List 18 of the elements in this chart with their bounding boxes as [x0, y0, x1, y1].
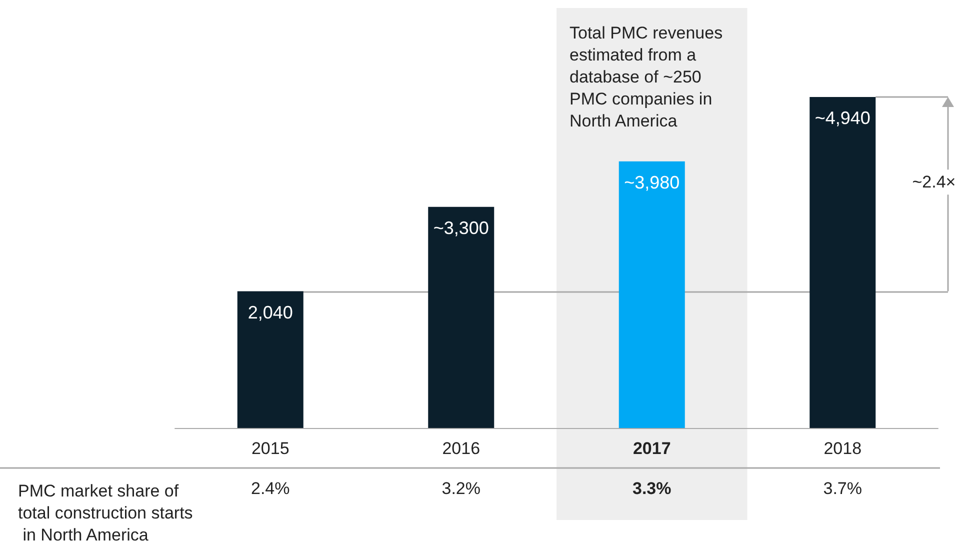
annotation: ~2.4× [912, 172, 956, 192]
data-label: ~3,300 [433, 218, 489, 238]
data-label: ~4,940 [814, 108, 870, 128]
text: 2.4% [251, 479, 290, 498]
text: 3.3% [632, 479, 672, 498]
bar [428, 206, 494, 428]
band-label: Total PMC revenues estimated from a database of ~250 PMC companies in North America [570, 24, 728, 130]
data-label: ~3,980 [624, 172, 680, 192]
text: 3.2% [442, 479, 480, 498]
bar [810, 97, 876, 428]
data-label: 2,040 [248, 302, 293, 322]
x-tick-label: 2017 [632, 439, 671, 458]
x-tick-label: 2016 [442, 439, 480, 458]
text: PMC market share of total construction starts in North America [18, 482, 193, 544]
x-tick-label: 2015 [251, 439, 290, 458]
x-tick-label: 2018 [824, 439, 862, 458]
text: 3.7% [823, 479, 862, 498]
bar [237, 291, 304, 428]
